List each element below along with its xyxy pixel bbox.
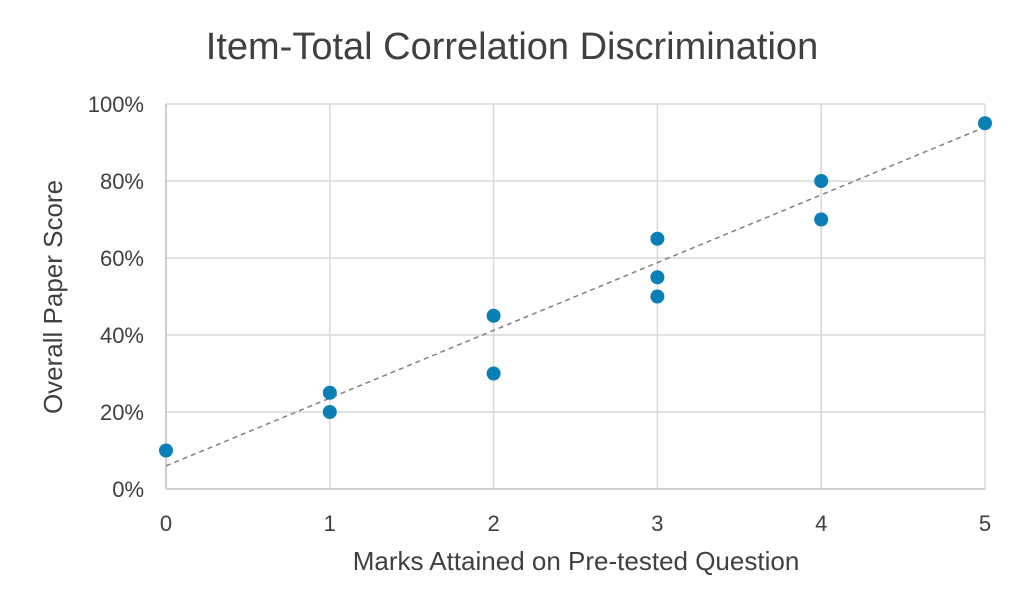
y-tick-label: 20% <box>100 400 144 425</box>
trendline <box>165 126 986 467</box>
y-tick-label: 40% <box>100 323 144 348</box>
x-tick-label: 2 <box>487 511 499 536</box>
y-tick-label: 100% <box>88 92 144 117</box>
x-axis-label: Marks Attained on Pre-tested Question <box>353 546 800 576</box>
tick-label-layer: 0% 20% 40% 60% 80% 100% 0 1 2 3 4 5 <box>88 92 991 536</box>
data-point <box>650 270 665 285</box>
y-axis-label: Overall Paper Score <box>38 180 68 414</box>
x-tick-label: 4 <box>815 511 827 536</box>
data-point <box>814 174 829 188</box>
data-point <box>322 385 337 400</box>
y-tick-label: 60% <box>100 246 144 271</box>
data-point <box>650 289 665 304</box>
data-point <box>814 212 829 227</box>
data-point <box>322 405 337 419</box>
data-point-layer <box>159 116 992 458</box>
y-tick-label: 80% <box>100 169 144 194</box>
x-tick-label: 5 <box>979 511 991 536</box>
data-point <box>486 308 501 323</box>
data-point <box>650 231 665 246</box>
data-point <box>978 116 992 131</box>
data-point <box>159 443 173 458</box>
data-point <box>486 366 501 381</box>
grid-layer <box>165 103 986 490</box>
x-tick-label: 0 <box>160 511 172 536</box>
y-tick-label: 0% <box>112 477 144 502</box>
trendline-layer <box>165 126 986 467</box>
chart-title: Item-Total Correlation Discrimination <box>206 26 818 68</box>
x-tick-label: 3 <box>651 511 663 536</box>
x-tick-label: 1 <box>324 511 336 536</box>
